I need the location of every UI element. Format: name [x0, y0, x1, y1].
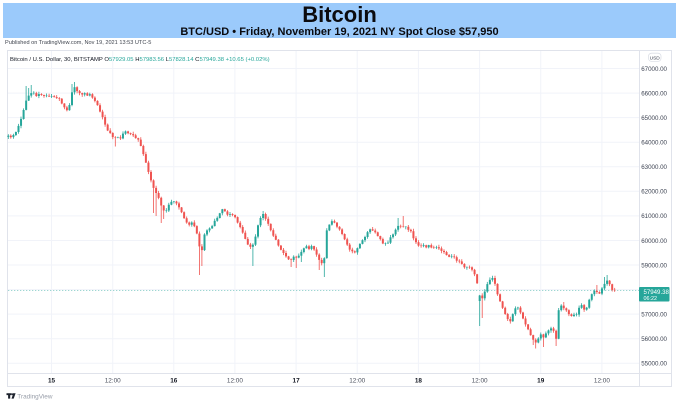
svg-text:19: 19: [537, 378, 545, 385]
svg-text:60000.00: 60000.00: [641, 238, 667, 245]
svg-text:66000.00: 66000.00: [641, 90, 667, 97]
svg-text:16: 16: [170, 378, 178, 385]
svg-text:15: 15: [48, 378, 56, 385]
svg-text:55000.00: 55000.00: [641, 361, 667, 368]
svg-text:12:00: 12:00: [594, 378, 610, 385]
svg-text:61000.00: 61000.00: [641, 213, 667, 220]
svg-text:12:00: 12:00: [227, 378, 243, 385]
svg-text:12:00: 12:00: [105, 378, 121, 385]
svg-text:62000.00: 62000.00: [641, 189, 667, 196]
svg-text:12:00: 12:00: [472, 378, 488, 385]
svg-text:57000.00: 57000.00: [641, 311, 667, 318]
svg-text:12:00: 12:00: [349, 378, 365, 385]
svg-text:63000.00: 63000.00: [641, 164, 667, 171]
svg-text:TradingView: TradingView: [17, 394, 53, 401]
svg-text:Bitcoin / U.S. Dollar, 30, BIT: Bitcoin / U.S. Dollar, 30, BITSTAMP O579…: [10, 57, 270, 63]
svg-text:59000.00: 59000.00: [641, 262, 667, 269]
svg-text:06:22: 06:22: [644, 296, 658, 302]
svg-text:56000.00: 56000.00: [641, 336, 667, 343]
svg-text:65000.00: 65000.00: [641, 115, 667, 122]
svg-text:67000.00: 67000.00: [641, 66, 667, 73]
svg-text:57949.38: 57949.38: [644, 289, 670, 296]
svg-text:17: 17: [293, 378, 301, 385]
svg-text:64000.00: 64000.00: [641, 140, 667, 147]
svg-text:18: 18: [415, 378, 423, 385]
svg-text:USD: USD: [650, 55, 661, 61]
